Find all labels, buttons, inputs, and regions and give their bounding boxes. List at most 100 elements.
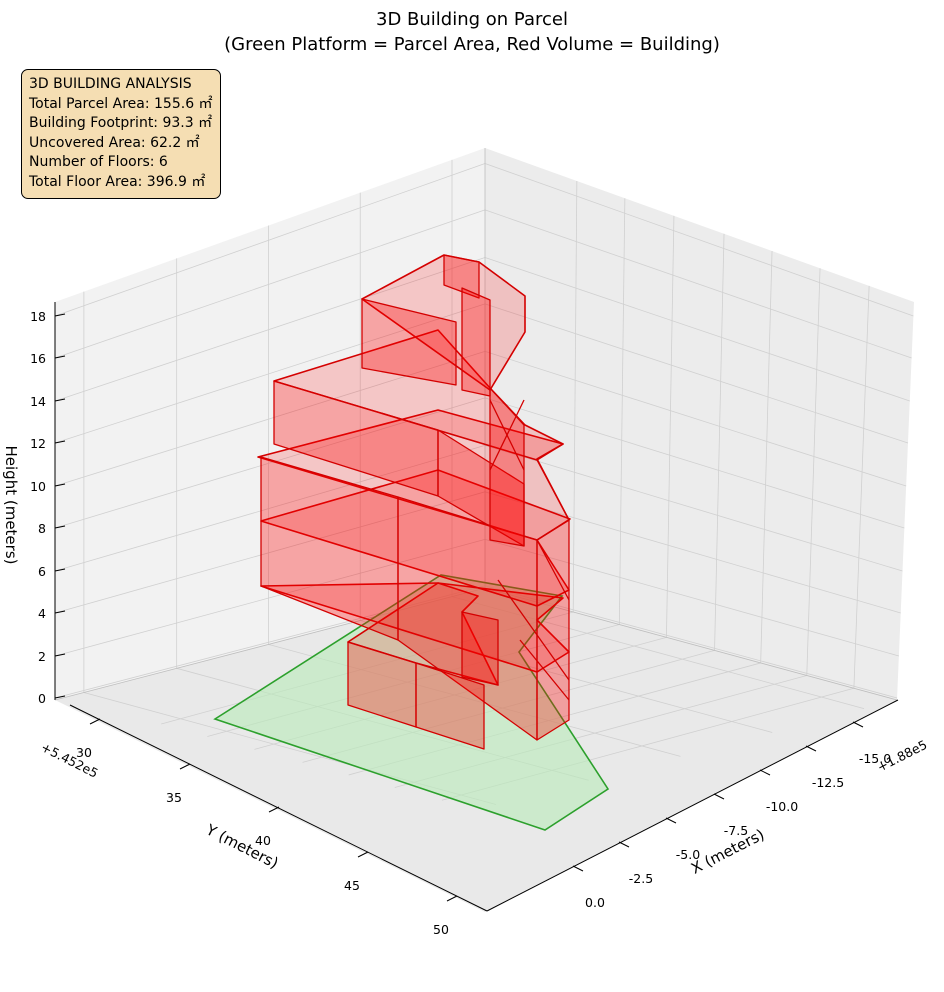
z-axis-title: Height (meters) — [2, 446, 20, 565]
z-tick-label: 14 — [30, 394, 46, 409]
z-tick-label: 4 — [38, 606, 46, 621]
grid-line — [54, 257, 486, 402]
grid-line — [484, 209, 912, 359]
chart-subtitle: (Green Platform = Parcel Area, Red Volum… — [224, 34, 720, 55]
building-edge — [536, 539, 570, 601]
building-volume — [257, 254, 571, 750]
grid-line — [54, 397, 486, 529]
wall-top-left — [361, 298, 457, 386]
wall-top-right — [461, 287, 491, 397]
x-tick-label: -2.5 — [629, 871, 653, 886]
grid-line — [853, 285, 870, 689]
grid-line — [54, 538, 486, 657]
y-tick-label: 40 — [255, 833, 271, 848]
grid-line — [484, 538, 899, 657]
x-tick-mark — [665, 817, 677, 824]
y-axis-line — [69, 704, 488, 912]
info-box: 3D BUILDING ANALYSIS Total Parcel Area: … — [21, 69, 221, 199]
z-tick-label: 18 — [30, 309, 46, 324]
axis-panes — [55, 148, 914, 912]
x-tick-mark — [759, 769, 771, 776]
y-tick-label: 30 — [76, 745, 92, 760]
y-tick-mark — [268, 806, 280, 813]
y-tick-label: 45 — [344, 878, 360, 893]
y-tick-mark — [89, 718, 101, 725]
grid-line — [54, 303, 486, 444]
axes — [54, 302, 899, 912]
z-tick-mark — [54, 695, 66, 699]
z-tick-label: 12 — [30, 436, 46, 451]
z-tick-label: 10 — [30, 479, 46, 494]
info-floors: Number of Floors: 6 — [29, 154, 168, 170]
grid-line — [484, 445, 903, 572]
info-floor-area: Total Floor Area: 396.9 ㎡ — [29, 173, 206, 190]
z-tick-mark — [54, 440, 66, 444]
z-tick-label: 2 — [38, 649, 46, 664]
left-pane — [55, 148, 485, 700]
z-tick-label: 6 — [38, 564, 46, 579]
z-tick-mark — [54, 610, 66, 614]
y-tick-mark — [446, 895, 458, 902]
grid-line — [714, 233, 725, 651]
building-edge — [519, 639, 570, 701]
parcel-polygon — [213, 574, 610, 831]
x-tick-mark — [572, 865, 584, 872]
wall-base-notch — [461, 611, 499, 686]
grid-line — [54, 163, 486, 317]
right-pane — [485, 148, 914, 700]
grid-line — [54, 491, 486, 614]
chart-title: 3D Building on Parcel — [376, 9, 568, 30]
z-tick-label: 16 — [30, 351, 46, 366]
x-axis-line — [486, 699, 899, 912]
z-tick-mark — [54, 568, 66, 572]
x-tick-label: -5.0 — [676, 847, 700, 862]
grid-line — [618, 198, 626, 625]
y-tick-label: 50 — [433, 922, 449, 937]
z-tick-mark — [54, 525, 66, 529]
wall-top-cap — [443, 254, 480, 299]
building-edge — [497, 579, 570, 681]
grid-line — [54, 445, 486, 572]
grid-line — [572, 180, 578, 612]
info-uncovered: Uncovered Area: 62.2 ㎡ — [29, 134, 200, 151]
z-tick-mark — [54, 313, 66, 317]
x-tick-label: 0.0 — [585, 895, 605, 910]
y-tick-mark — [179, 763, 191, 770]
parcel-platform — [213, 574, 610, 831]
grid-line — [54, 209, 486, 359]
x-tick-label: -10.0 — [766, 799, 798, 814]
x-tick-label: -15.0 — [859, 751, 891, 766]
grid-line — [484, 257, 910, 402]
grid-line — [484, 163, 914, 317]
x-tick-mark — [805, 745, 817, 752]
z-tick-label: 0 — [38, 691, 46, 706]
info-title: 3D BUILDING ANALYSIS — [29, 76, 192, 92]
tick-labels: 0 2 4 6 8 10 12 14 16 18 30 35 40 45 50 -15.0 -12.5 -10.0… — [30, 309, 891, 937]
grid-line — [484, 397, 905, 529]
y-tick-mark — [357, 851, 369, 858]
z-tick-mark — [54, 398, 66, 402]
x-tick-label: -12.5 — [812, 775, 844, 790]
z-tick-label: 8 — [38, 521, 46, 536]
grid-line — [484, 491, 901, 614]
grid-line — [806, 268, 821, 676]
y-tick-label: 35 — [166, 790, 182, 805]
wall-base-mid — [415, 662, 485, 750]
grid-line — [484, 303, 909, 444]
building-edge — [536, 459, 570, 521]
grid-line — [666, 215, 675, 638]
info-footprint: Building Footprint: 93.3 ㎡ — [29, 115, 213, 131]
x-tick-mark — [618, 841, 630, 848]
z-tick-mark — [54, 483, 66, 487]
wall-right-edge — [536, 519, 570, 741]
grid-line — [54, 351, 486, 487]
grid-line — [760, 251, 773, 663]
building-edge — [489, 399, 525, 471]
info-parcel-area: Total Parcel Area: 155.6 ㎡ — [29, 95, 213, 112]
x-tick-mark — [713, 793, 725, 800]
z-tick-mark — [54, 355, 66, 359]
grid-line — [484, 351, 907, 487]
x-tick-label: -7.5 — [724, 823, 748, 838]
z-tick-mark — [54, 653, 66, 657]
